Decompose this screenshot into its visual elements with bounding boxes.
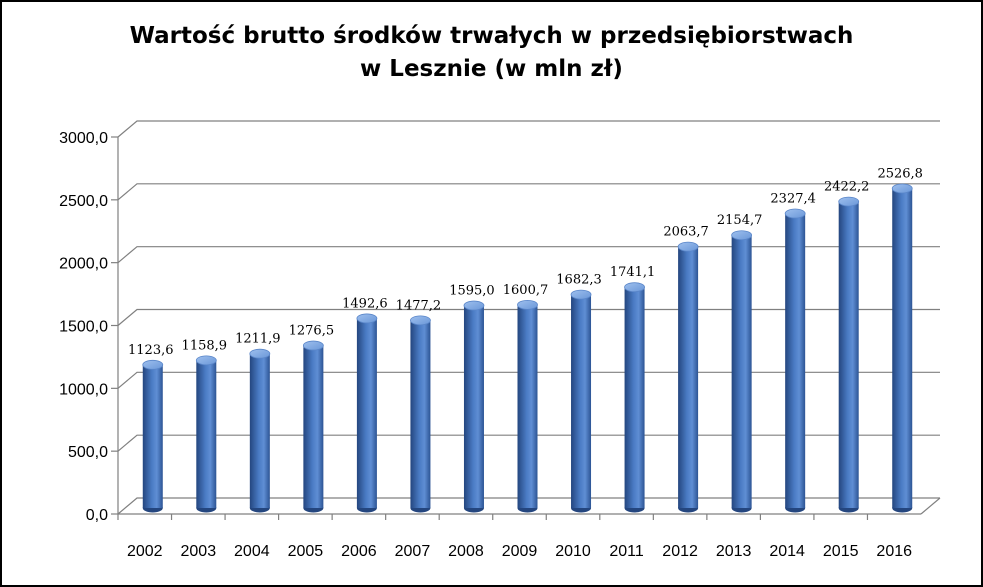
gridline — [117, 308, 940, 326]
data-label: 1741,1 — [610, 265, 656, 280]
bar — [195, 355, 217, 513]
x-tick-label: 2011 — [609, 543, 644, 560]
bar-body — [142, 364, 163, 508]
bar-cap — [570, 289, 592, 300]
bar — [410, 315, 431, 513]
bar — [838, 196, 860, 513]
bar-body — [196, 360, 217, 508]
x-tick-label: 2009 — [502, 543, 538, 560]
bar — [891, 183, 913, 513]
gridline — [117, 120, 940, 138]
bar-body — [785, 213, 806, 508]
data-label: 2422,2 — [824, 180, 870, 195]
bar — [731, 230, 753, 513]
bar-cap — [624, 282, 645, 293]
bar-cap — [891, 183, 913, 194]
bar-body — [249, 353, 270, 508]
axis-layer — [111, 136, 941, 520]
bar-body — [678, 246, 699, 509]
x-tick-label: 2013 — [716, 543, 752, 560]
bar-cap — [410, 315, 431, 326]
bar-layer — [142, 183, 913, 513]
data-label: 2327,4 — [770, 192, 816, 207]
grid-layer — [117, 120, 940, 515]
bar-cap — [463, 300, 485, 311]
bar-body — [410, 320, 431, 508]
bar-body — [838, 201, 859, 508]
data-label: 1211,9 — [235, 332, 281, 347]
data-label: 2063,7 — [663, 225, 709, 240]
data-label: 1276,5 — [289, 324, 335, 339]
chart-title-line-2: w Lesznie (w mln zł) — [360, 56, 623, 82]
y-tick-label: 2000,0 — [59, 256, 108, 273]
label-layer: 0,0 500,0 1000,0 1500,0 2000,0 2500,0 3000,0 20… — [59, 130, 923, 560]
bar-body — [624, 287, 645, 508]
bar-body — [356, 318, 377, 508]
data-label: 1477,2 — [396, 298, 442, 313]
y-tick-label: 1000,0 — [59, 381, 108, 398]
x-tick-label: 2012 — [662, 543, 698, 560]
gridline — [117, 371, 940, 389]
x-tick-label: 2015 — [823, 543, 859, 560]
data-label: 1595,0 — [449, 284, 495, 299]
y-tick-label: 1500,0 — [59, 319, 108, 336]
bar-cap — [677, 241, 699, 252]
data-label: 1123,6 — [128, 343, 174, 358]
bar — [517, 299, 538, 513]
bar — [784, 208, 806, 513]
x-tick-label: 2002 — [127, 543, 163, 560]
bar-cap — [249, 348, 271, 359]
bar-cap — [517, 299, 538, 310]
gridline — [117, 434, 940, 452]
bar-cap — [784, 208, 806, 219]
x-tick-label: 2006 — [341, 543, 377, 560]
data-label: 2526,8 — [877, 166, 923, 181]
bar-body — [303, 345, 324, 508]
data-label: 1600,7 — [503, 283, 549, 298]
gridline — [117, 497, 940, 515]
gridline — [117, 183, 940, 201]
bar — [463, 300, 485, 513]
bar-cap — [302, 340, 324, 351]
x-tick-label: 2004 — [234, 543, 270, 560]
data-label: 2154,7 — [717, 213, 763, 228]
y-tick-label: 3000,0 — [59, 130, 108, 147]
bar-body — [571, 294, 592, 508]
x-tick-label: 2008 — [448, 543, 484, 560]
x-tick-label: 2016 — [876, 543, 912, 560]
bar-body — [731, 235, 752, 509]
bar-body — [892, 188, 913, 509]
bar-body — [463, 305, 484, 508]
gridline — [117, 246, 940, 264]
y-tick-label: 2500,0 — [59, 193, 108, 210]
y-tick-label: 500,0 — [68, 444, 108, 461]
bar — [570, 289, 592, 513]
bar — [677, 241, 699, 513]
chart-title: Wartość brutto środków trwałych w przeds… — [0, 20, 983, 86]
data-label: 1682,3 — [556, 273, 602, 288]
x-tick-label: 2005 — [288, 543, 324, 560]
bar — [142, 359, 164, 513]
bar — [624, 282, 645, 513]
data-label: 1492,6 — [342, 296, 388, 311]
bar-cap — [838, 196, 860, 207]
bar-cap — [731, 230, 753, 241]
x-tick-label: 2007 — [395, 543, 431, 560]
bar — [302, 340, 324, 513]
x-tick-label: 2003 — [181, 543, 217, 560]
x-tick-label: 2014 — [769, 543, 805, 560]
y-tick-label: 0,0 — [86, 507, 108, 524]
bar-cap — [356, 313, 378, 324]
bar-cap — [142, 359, 164, 370]
bar-body — [517, 304, 538, 508]
bar — [249, 348, 271, 513]
bar-cap — [195, 355, 217, 366]
x-tick-label: 2010 — [555, 543, 591, 560]
data-label: 1158,9 — [182, 338, 228, 353]
bar — [356, 313, 378, 513]
chart-title-line-1: Wartość brutto środków trwałych w przeds… — [129, 23, 854, 49]
floor-edge — [920, 497, 941, 515]
